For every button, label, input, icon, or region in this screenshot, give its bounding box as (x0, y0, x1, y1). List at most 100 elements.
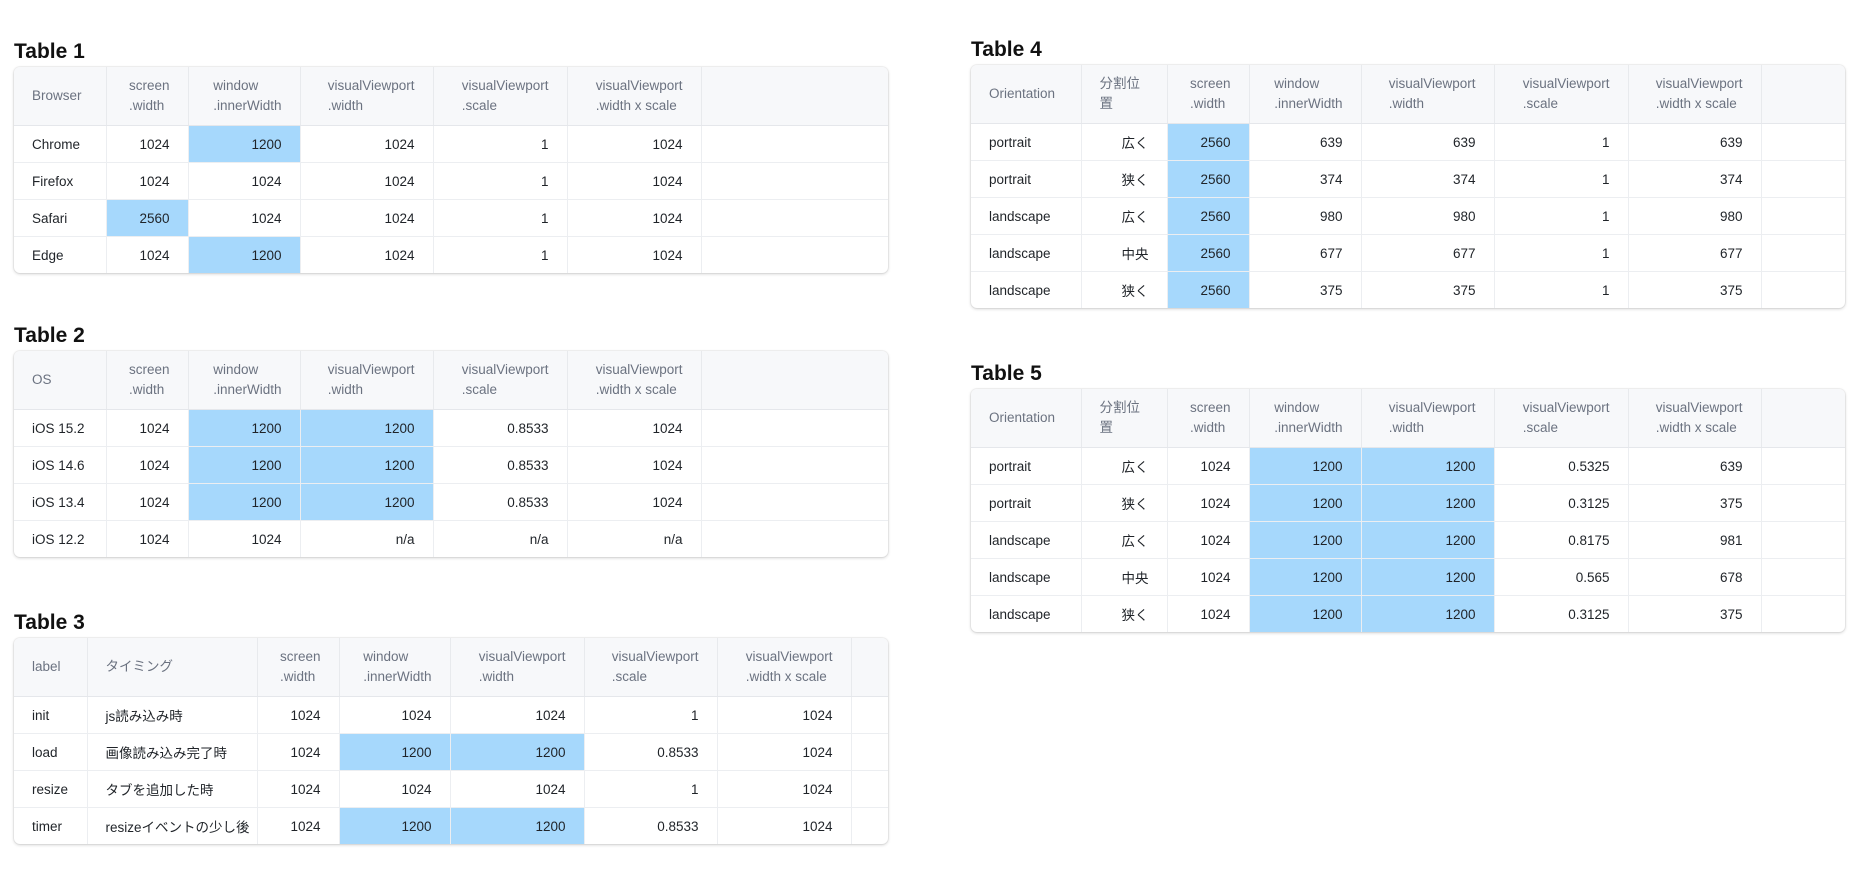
data-table: Orientation 分割位置 screen .width window .inne… (971, 389, 1845, 632)
row-label-cell: iOS 12.2 (14, 520, 107, 557)
table-cell: 1024 (567, 162, 702, 200)
column-header: visualViewport .scale (433, 67, 568, 126)
column-header: visualViewport .width x scale (567, 351, 702, 410)
table-cell: 1024 (188, 520, 301, 557)
column-header: visualViewport .width (450, 638, 585, 697)
data-table: label タイミング screen .width window .innerWidt… (14, 638, 888, 844)
filler-cell (701, 162, 888, 200)
table-cell: 1200 (300, 483, 434, 521)
column-header-label: visualViewport .width x scale (595, 78, 683, 113)
table-cell: 1200 (1249, 447, 1362, 485)
column-header: OS (14, 351, 107, 410)
table-row: timer resizeイベントの少し後 1024 1200 1200 0.8533 102… (14, 807, 888, 845)
column-header: visualViewport .width (300, 351, 434, 410)
table-cell: 広く (1081, 447, 1168, 485)
table-cell: 677 (1249, 234, 1362, 272)
table-cell: 1200 (188, 236, 301, 273)
table-cell: 1024 (567, 409, 702, 447)
table-row: landscape 中央 2560 677 677 1 677 (971, 234, 1845, 272)
table-cell: 0.8533 (584, 807, 718, 844)
column-header-label: visualViewport .width x scale (1655, 400, 1743, 435)
column-header-label: screen .width (1189, 76, 1231, 111)
filler-cell (1761, 558, 1845, 596)
table-cell: 1200 (188, 446, 301, 484)
table-cell: 広く (1081, 123, 1168, 161)
table-cell: 1 (433, 236, 568, 273)
column-header: visualViewport .scale (433, 351, 568, 410)
table-cell: 2560 (1167, 123, 1250, 161)
data-table: OS screen .width window .innerWidth visualV… (14, 351, 888, 557)
table-cell: 1200 (1361, 484, 1495, 522)
filler-header (701, 67, 888, 126)
column-header-label: window .innerWidth (1274, 76, 1343, 111)
column-header-label: visualViewport .width x scale (745, 649, 833, 684)
table-row: portrait 広く 1024 1200 1200 0.5325 639 (971, 447, 1845, 485)
table-cell: 1 (1494, 234, 1629, 272)
table-5-card: Orientation 分割位置 screen .width window .inne… (971, 389, 1845, 632)
table-title: Table 1 (14, 40, 85, 63)
table-cell: 1024 (1167, 521, 1250, 559)
column-header-label: タイミング (105, 659, 174, 674)
table-row: load 画像読み込み完了時 1024 1200 1200 0.8533 1024 (14, 733, 888, 771)
table-cell: 狭く (1081, 595, 1168, 632)
table-cell: 1200 (450, 807, 585, 844)
table-row: landscape 広く 2560 980 980 1 980 (971, 197, 1845, 235)
table-cell: 0.8533 (584, 733, 718, 771)
table-3-section: Table 3 label タイミング screen .width window .i… (14, 608, 888, 844)
table-cell: 980 (1249, 197, 1362, 235)
table-cell: 1200 (1249, 484, 1362, 522)
table-cell: 1 (584, 696, 718, 734)
table-cell: 1024 (188, 199, 301, 237)
table-cell: 980 (1628, 197, 1762, 235)
table-row: portrait 狭く 1024 1200 1200 0.3125 375 (971, 484, 1845, 522)
column-header-label: screen .width (1189, 400, 1231, 435)
filler-cell (1761, 234, 1845, 272)
table-2-card: OS screen .width window .innerWidth visualV… (14, 351, 888, 557)
column-header: Browser (14, 67, 107, 126)
table-row: landscape 狭く 1024 1200 1200 0.3125 375 (971, 595, 1845, 633)
table-cell: タブを追加した時 (87, 770, 258, 808)
filler-cell (701, 125, 888, 163)
table-cell: 2560 (1167, 271, 1250, 308)
table-1-section: Table 1 Browser screen .width window .inne… (14, 37, 888, 273)
column-header: visualViewport .width x scale (1628, 389, 1762, 448)
row-label-cell: Chrome (14, 125, 107, 163)
table-cell: 1024 (106, 162, 189, 200)
table-cell: 0.565 (1494, 558, 1629, 596)
table-cell: 1024 (300, 162, 434, 200)
table-cell: 1200 (339, 733, 451, 771)
table-row: resize タブを追加した時 1024 1024 1024 1 1024 (14, 770, 888, 808)
filler-cell (1761, 123, 1845, 161)
column-header: window .innerWidth (1249, 389, 1362, 448)
filler-cell (1761, 272, 1845, 309)
row-label-cell: Firefox (14, 162, 107, 200)
row-label-cell: portrait (971, 484, 1082, 522)
table-cell: 375 (1628, 484, 1762, 522)
filler-cell (1761, 596, 1845, 633)
table-5-section: Table 5 Orientation 分割位置 screen .width wind… (971, 359, 1845, 632)
filler-cell (851, 808, 888, 845)
table-cell: 中央 (1081, 234, 1168, 272)
column-header-label: window .innerWidth (1274, 400, 1343, 435)
column-header: screen .width (1167, 389, 1250, 448)
table-cell: 狭く (1081, 271, 1168, 308)
column-header-label: Orientation (989, 86, 1056, 101)
table-cell: 1024 (106, 520, 189, 557)
table-row: iOS 13.4 1024 1200 1200 0.8533 1024 (14, 483, 888, 521)
column-header-label: visualViewport .width (1388, 400, 1476, 435)
table-cell: 1200 (450, 733, 585, 771)
table-cell: 1200 (1249, 521, 1362, 559)
table-cell: 1024 (300, 125, 434, 163)
table-cell: 980 (1361, 197, 1495, 235)
table-cell: 1200 (188, 409, 301, 447)
column-header-label: screen .width (128, 362, 170, 397)
table-cell: 639 (1361, 123, 1495, 161)
table-cell: 0.5325 (1494, 447, 1629, 485)
table-cell: 677 (1361, 234, 1495, 272)
row-label-cell: portrait (971, 123, 1082, 161)
table-cell: 1024 (1167, 595, 1250, 632)
table-cell: 1 (433, 199, 568, 237)
row-label-cell: landscape (971, 595, 1082, 632)
filler-cell (701, 199, 888, 237)
table-cell: 639 (1628, 447, 1762, 485)
